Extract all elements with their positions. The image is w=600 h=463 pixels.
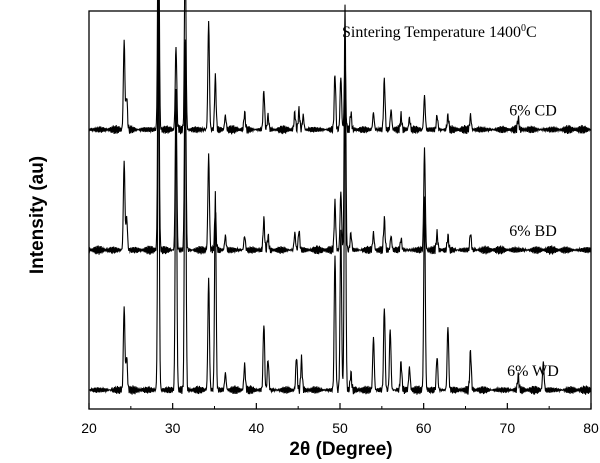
series-label-1: 6% CD [509,103,557,120]
series-label-3: 6% WD [507,363,559,380]
chart-annotation: Sintering Temperature 14000C [342,23,537,41]
series-labels: 6% CD 6% BD 6% WD [507,103,559,380]
x-tick-label-70: 70 [500,420,516,436]
x-tick-label-20: 20 [81,420,97,436]
series-line-1 [88,0,592,135]
x-axis: 20 30 40 50 60 70 80 [81,403,599,436]
x-tick-label-50: 50 [332,420,348,436]
series-layer [88,0,592,396]
series-line-2 [88,0,592,255]
x-tick-label-80: 80 [583,420,599,436]
x-tick-label-60: 60 [416,420,432,436]
x-tick-label-40: 40 [249,420,265,436]
series-line-3 [88,26,592,396]
series-label-2: 6% BD [509,223,557,240]
x-tick-label-30: 30 [165,420,181,436]
y-axis-label: Intensity (au) [27,156,48,274]
x-axis-label: 2θ (Degree) [289,439,392,460]
